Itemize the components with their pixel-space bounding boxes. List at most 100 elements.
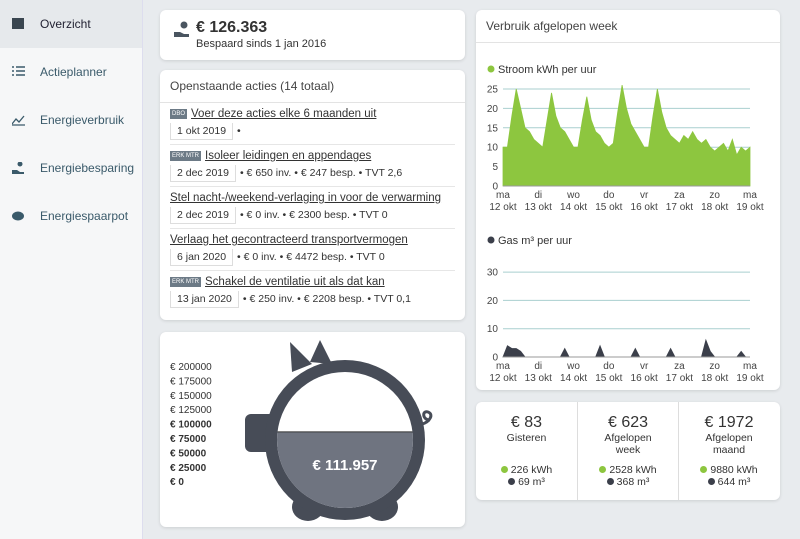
- action-item: Verlaag het gecontracteerd transportverm…: [170, 229, 455, 271]
- x-tick-date: 19 okt: [736, 373, 763, 384]
- x-tick-day: di: [534, 361, 542, 372]
- meter-value: 69 m³: [518, 476, 545, 488]
- piggy-scale-label: € 50000: [170, 448, 207, 459]
- nav-item[interactable]: Actieplanner: [0, 48, 142, 96]
- summary-period: Afgelopen maand: [705, 432, 753, 456]
- action-meta: 2 dec 2019 • € 650 inv. • € 247 besp. • T…: [170, 162, 455, 182]
- actions-card: Openstaande acties (14 totaal) DBO Voer d…: [160, 70, 465, 320]
- x-tick-day: di: [534, 190, 542, 201]
- area: [502, 85, 751, 187]
- legend-label: Stroom kWh per uur: [498, 64, 597, 76]
- area: [502, 338, 750, 358]
- nav-item[interactable]: Energieverbruik: [0, 96, 142, 144]
- summary-meter: 9880 kWh: [679, 464, 779, 476]
- legend-label: Gas m³ per uur: [498, 235, 572, 247]
- nav-item[interactable]: Energiebesparing: [0, 144, 142, 192]
- x-tick-date: 16 okt: [631, 373, 658, 384]
- piggy-scale-label: € 75000: [170, 434, 207, 445]
- pig-tail: [421, 410, 433, 426]
- meter-value: 644 m³: [717, 476, 751, 488]
- action-badge: DBO: [170, 109, 188, 119]
- y-tick-label: 20: [487, 104, 499, 115]
- meter-dot: [508, 478, 516, 485]
- x-tick-date: 16 okt: [631, 202, 658, 213]
- meter-dot: [700, 466, 708, 473]
- summary-meters: 9880 kWh 644 m³: [679, 464, 779, 488]
- summary-period: Gisteren: [506, 432, 547, 444]
- action-item: ERK MTR Isoleer leidingen en appendages 2 …: [170, 145, 455, 187]
- pig-ear: [310, 340, 332, 364]
- action-date: 6 jan 2020: [170, 249, 234, 266]
- action-head: DBO Voer deze acties elke 6 maanden uit: [170, 108, 455, 120]
- x-tick-day: vr: [640, 361, 649, 372]
- meter-dot: [707, 478, 715, 485]
- nav-item[interactable]: Overzicht: [0, 0, 142, 48]
- action-title[interactable]: Verlaag het gecontracteerd transportverm…: [170, 234, 408, 246]
- pig-ear: [290, 342, 312, 372]
- action-item: DBO Voer deze acties elke 6 maanden uit 1 …: [170, 103, 455, 145]
- meter-dot: [599, 466, 607, 473]
- nav-icon: [12, 66, 25, 76]
- action-date: 1 okt 2019: [170, 123, 234, 140]
- x-tick-day: vr: [640, 190, 649, 201]
- summary-cost: € 83: [510, 414, 543, 431]
- action-title[interactable]: Schakel de ventilatie uit als dat kan: [205, 276, 385, 288]
- meter-value: 368 m³: [616, 476, 650, 488]
- action-head: ERK MTR Isoleer leidingen en appendages: [170, 150, 455, 162]
- x-tick-date: 13 okt: [525, 373, 552, 384]
- action-meta: 13 jan 2020 • € 250 inv. • € 2208 besp. •…: [170, 288, 455, 308]
- summary-meter: 644 m³: [679, 476, 779, 488]
- summary-column: € 1972 Afgelopen maand 9880 kWh 644 m³: [678, 402, 779, 500]
- x-tick-day: zo: [709, 361, 720, 372]
- x-tick-day: ma: [743, 190, 757, 201]
- x-tick-date: 14 okt: [560, 202, 587, 213]
- x-tick-date: 17 okt: [666, 202, 693, 213]
- summary-card: € 83 Gisteren 226 kWh 69 m³ € 623 Afgelopen w…: [476, 402, 780, 500]
- savings-icon: [174, 21, 189, 37]
- nav-icon: [12, 115, 25, 126]
- usage-card: Verbruik afgelopen week Stroom kWh per u…: [476, 10, 780, 390]
- action-date: 2 dec 2019: [170, 165, 236, 182]
- summary-meter: 226 kWh: [476, 464, 577, 476]
- usage-title: Verbruik afgelopen week: [476, 10, 780, 43]
- x-tick-day: do: [603, 361, 615, 372]
- summary-meters: 2528 kWh 368 m³: [578, 464, 678, 488]
- x-tick-date: 13 okt: [525, 202, 552, 213]
- action-title[interactable]: Voer deze acties elke 6 maanden uit: [191, 108, 377, 120]
- x-tick-day: do: [603, 190, 615, 201]
- y-tick-label: 15: [487, 123, 499, 134]
- piggy-scale-label: € 100000: [170, 420, 212, 431]
- legend-dot: [487, 236, 495, 244]
- x-tick-day: ma: [496, 361, 510, 372]
- x-tick-day: ma: [496, 190, 510, 201]
- piggy-scale-label: € 150000: [170, 391, 212, 402]
- y-tick-label: 0: [492, 353, 498, 364]
- action-title[interactable]: Stel nacht-/weekend-verlaging in voor de…: [170, 192, 442, 204]
- meter-value: 2528 kWh: [609, 464, 657, 476]
- savings-since: Bespaard sinds 1 jan 2016: [196, 38, 327, 50]
- action-date: 13 jan 2020: [170, 291, 239, 308]
- x-tick-day: wo: [566, 361, 580, 372]
- piggy-scale-label: € 175000: [170, 376, 212, 387]
- piggy-card: € 200000 € 175000 € 150000 € 125000 € 100000…: [160, 332, 465, 527]
- x-tick-date: 18 okt: [701, 202, 728, 213]
- action-title[interactable]: Isoleer leidingen en appendages: [205, 150, 372, 162]
- summary-meter: 2528 kWh: [578, 464, 678, 476]
- action-details: • € 250 inv. • € 2208 besp. • TVT 0,1: [242, 293, 411, 305]
- summary-meter: 368 m³: [578, 476, 678, 488]
- x-tick-date: 14 okt: [560, 373, 587, 384]
- x-tick-date: 15 okt: [595, 373, 622, 384]
- meter-value: 9880 kWh: [710, 464, 758, 476]
- action-meta: 6 jan 2020 • € 0 inv. • € 4472 besp. • TV…: [170, 246, 455, 266]
- x-tick-date: 15 okt: [595, 202, 622, 213]
- summary-column: € 623 Afgelopen week 2528 kWh 368 m³: [577, 402, 678, 500]
- y-tick-label: 20: [487, 296, 499, 307]
- action-details: • € 650 inv. • € 247 besp. • TVT 2,6: [239, 167, 403, 179]
- nav-icon: [12, 18, 24, 29]
- nav-item[interactable]: Energiespaarpot: [0, 192, 142, 240]
- savings-card: € 126.363 Bespaard sinds 1 jan 2016: [160, 10, 465, 60]
- action-head: ERK MTR Schakel de ventilatie uit als dat…: [170, 276, 455, 288]
- action-details: •: [237, 125, 241, 137]
